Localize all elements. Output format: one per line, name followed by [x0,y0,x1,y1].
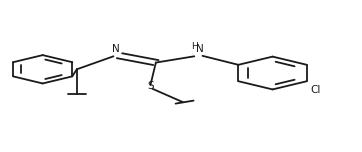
Text: N: N [113,44,120,54]
Text: S: S [147,81,154,92]
Text: Cl: Cl [310,85,321,95]
Text: H: H [191,42,198,51]
Text: N: N [196,44,204,54]
